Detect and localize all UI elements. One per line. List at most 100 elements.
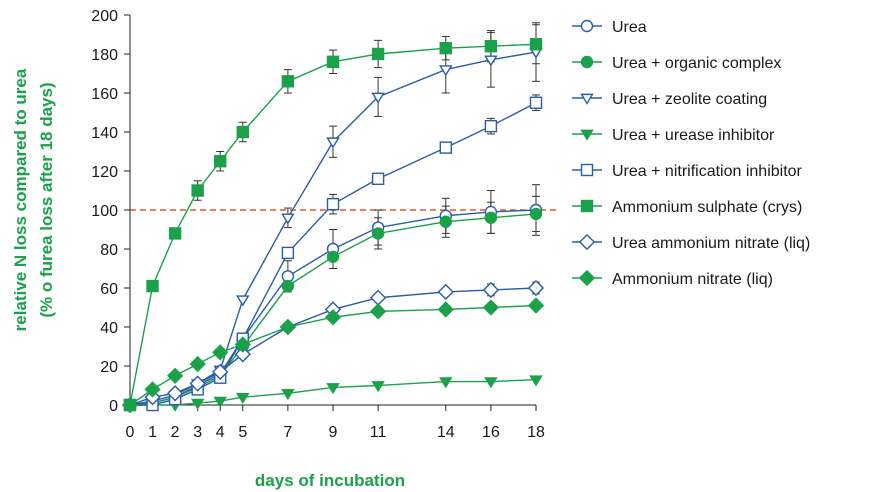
data-point xyxy=(484,40,498,53)
data-point xyxy=(439,215,452,228)
y-tick-label: 20 xyxy=(100,359,118,376)
x-tick-label: 18 xyxy=(527,424,545,441)
x-tick-label: 0 xyxy=(126,424,135,441)
data-point xyxy=(326,197,340,211)
data-point xyxy=(529,38,543,51)
plot-area xyxy=(121,22,545,414)
x-tick-label: 16 xyxy=(482,424,500,441)
data-point xyxy=(190,398,205,410)
data-point xyxy=(168,227,182,240)
y-tick-label: 160 xyxy=(91,86,118,103)
y-tick-label: 60 xyxy=(100,281,118,298)
y-tick-label: 120 xyxy=(91,164,118,181)
legend-item: Urea xyxy=(572,19,647,36)
legend-item: Urea + urease inhibitor xyxy=(572,127,775,144)
data-point xyxy=(484,377,498,389)
x-axis-title: days of incubation xyxy=(255,471,405,490)
data-point xyxy=(146,279,159,293)
data-point xyxy=(281,388,295,401)
y-tick-label: 140 xyxy=(91,125,118,142)
data-point xyxy=(189,355,206,373)
data-point xyxy=(234,336,251,353)
legend-label: Ammonium sulphate (crys) xyxy=(612,199,802,216)
legend-item: Urea + zeolite coating xyxy=(572,91,767,108)
legend-item: Urea ammonium nitrate (liq) xyxy=(572,233,810,252)
legend-marker xyxy=(578,233,596,251)
data-point xyxy=(166,367,184,384)
data-point xyxy=(144,381,161,398)
data-point xyxy=(234,346,251,363)
data-point xyxy=(437,301,454,318)
data-point xyxy=(281,75,295,88)
legend-label: Urea xyxy=(612,19,647,36)
data-point xyxy=(529,96,543,109)
data-point xyxy=(326,250,340,263)
data-point xyxy=(324,309,342,326)
series-line xyxy=(129,43,537,406)
y-tick-label: 80 xyxy=(100,242,118,259)
series-ammonium-sulphate-crys xyxy=(123,38,543,412)
data-point xyxy=(482,299,500,316)
data-point xyxy=(484,55,498,67)
y-tick-label: 200 xyxy=(91,8,118,25)
legend-label: Urea + urease inhibitor xyxy=(612,127,775,144)
data-point xyxy=(236,295,250,307)
data-point xyxy=(212,344,229,361)
legend-marker xyxy=(580,93,594,105)
legend-marker xyxy=(580,163,594,177)
y-tick-label: 0 xyxy=(109,398,118,415)
data-point xyxy=(326,137,340,149)
y-axis-subtitle: (% o furea loss after 18 days) xyxy=(37,82,56,317)
x-tick-label: 3 xyxy=(193,424,202,441)
legend-label: Urea ammonium nitrate (liq) xyxy=(612,235,810,252)
legend-label: Urea + zeolite coating xyxy=(612,91,767,108)
legend-marker xyxy=(580,55,594,69)
data-point xyxy=(371,381,385,393)
y-tick-label: 100 xyxy=(91,203,118,220)
y-tick-label: 40 xyxy=(100,320,118,337)
data-point xyxy=(529,375,543,387)
legend-item: Urea + organic complex xyxy=(572,55,781,72)
data-point xyxy=(439,65,453,77)
x-tick-label: 1 xyxy=(148,424,157,441)
data-point xyxy=(371,92,385,104)
legend-marker xyxy=(580,19,594,33)
x-tick-label: 14 xyxy=(437,424,455,441)
legend: Urea Urea + organic complex Urea + zeolite… xyxy=(572,19,810,288)
legend-marker xyxy=(578,269,596,287)
legend-marker xyxy=(580,199,594,213)
data-point xyxy=(281,279,295,293)
data-point xyxy=(527,279,545,297)
data-point xyxy=(437,283,454,301)
legend-item: Urea + nitrification inhibitor xyxy=(572,163,803,180)
data-point xyxy=(121,396,139,414)
data-point xyxy=(439,41,452,55)
series-line xyxy=(129,51,537,406)
data-point xyxy=(527,297,545,314)
legend-item: Ammonium nitrate (liq) xyxy=(572,269,773,288)
data-point xyxy=(191,184,204,197)
x-tick-label: 2 xyxy=(171,424,180,441)
x-tick-label: 7 xyxy=(283,424,292,441)
legend-item: Ammonium sulphate (crys) xyxy=(572,199,802,216)
data-point xyxy=(189,375,206,392)
data-point xyxy=(166,385,184,402)
data-point xyxy=(236,125,249,139)
data-point xyxy=(214,155,227,168)
legend-label: Urea + organic complex xyxy=(612,55,781,72)
data-point xyxy=(482,281,500,299)
x-tick-label: 9 xyxy=(329,424,338,441)
series-ammonium-nitrate-liq xyxy=(121,297,545,414)
data-point xyxy=(369,303,387,320)
data-point xyxy=(369,289,387,306)
data-point xyxy=(371,172,385,186)
legend-marker xyxy=(580,129,594,141)
data-point xyxy=(326,55,340,68)
data-point xyxy=(439,141,452,154)
data-point xyxy=(236,392,250,404)
data-point xyxy=(371,227,385,240)
y-axis-title: relative N loss compared to urea xyxy=(11,68,30,331)
data-point xyxy=(279,318,297,336)
